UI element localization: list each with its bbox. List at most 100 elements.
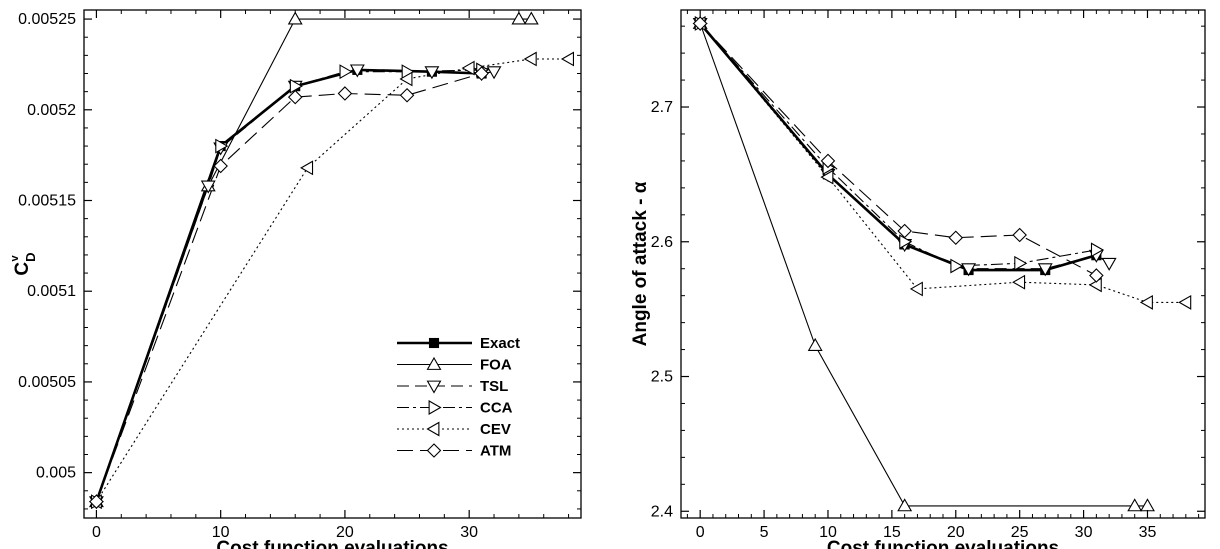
data-point-tsl: [200, 180, 216, 194]
series-line-exact: [95, 68, 482, 503]
x-axis-label: Cost function evaluations: [216, 538, 448, 549]
series-line-atm: [699, 23, 1097, 276]
series-line-tsl: [95, 69, 495, 502]
data-point-atm: [337, 86, 353, 101]
data-point-cev: [560, 51, 575, 67]
data-point-atm: [399, 87, 415, 103]
y-axis-label-main: C: [12, 262, 33, 276]
data-point-atm: [213, 158, 228, 174]
data-point-atm: [820, 153, 836, 169]
data-point-cev: [300, 160, 314, 176]
data-point-cca: [289, 78, 303, 94]
series-layer: [88, 11, 575, 510]
series-line-cca: [95, 69, 482, 502]
data-point-foa: [511, 11, 527, 25]
legend-marker-foa: [426, 356, 442, 370]
data-point-tsl: [1101, 257, 1117, 271]
series-line-exact: [699, 22, 1097, 272]
data-point-tsl: [486, 66, 502, 80]
cd-chart: 0 10 20 30 0.005 0.00505 0.0051 0.00515 0.0052 0.…: [9, 9, 582, 549]
legend-marker-exact: [428, 337, 440, 349]
data-point-atm: [89, 494, 104, 509]
y-tick-label: 2.5: [651, 369, 673, 386]
alpha-chart: 0 5 10 15 20 25 30 35 2.4 2.5 2.6 2.7 Cost function …: [630, 9, 1206, 549]
plot-frame: [680, 9, 1206, 519]
legend-label-atm: ATM: [480, 443, 511, 460]
x-tick-label: 20: [947, 524, 965, 541]
y-axis-label: Angle of attack - α: [630, 181, 651, 346]
y-axis-label-sup: v: [9, 254, 21, 261]
data-point-cev: [1139, 294, 1153, 310]
x-tick-label: 10: [212, 524, 230, 541]
data-point-cev: [399, 71, 413, 87]
data-point-foa: [523, 11, 539, 25]
data-point-tsl: [1037, 263, 1053, 277]
y-tick-label: 2.7: [651, 99, 673, 116]
x-tick-label: 15: [883, 524, 901, 541]
x-tick-label: 0: [696, 524, 705, 541]
data-point-atm: [1089, 268, 1104, 283]
data-point-tsl: [961, 263, 977, 277]
y-tick-label: 0.00515: [18, 193, 76, 210]
y-tick-label: 0.00525: [18, 11, 76, 28]
data-point-cev: [820, 169, 834, 185]
data-point-tsl: [424, 66, 440, 80]
plot-frame: [83, 9, 582, 519]
y-tick-label: 0.0051: [27, 283, 76, 300]
data-point-cca: [1014, 255, 1028, 271]
legend-marker-tsl: [426, 380, 442, 394]
data-point-tsl: [349, 64, 365, 78]
y-axis-label-sub: D: [23, 252, 38, 261]
data-point-atm: [897, 223, 912, 239]
data-point-cev: [523, 51, 537, 67]
series-line-atm: [95, 72, 482, 502]
y-tick-label: 0.005: [36, 465, 76, 482]
x-axis-label: Cost function evaluations: [827, 538, 1059, 549]
legend-marker-cca: [428, 400, 442, 415]
data-point-cev: [1012, 274, 1026, 290]
data-point-atm: [948, 230, 964, 246]
x-tick-label: 30: [460, 524, 478, 541]
data-point-cca: [950, 258, 964, 274]
data-point-cca: [339, 64, 353, 80]
data-point-cca: [1090, 242, 1104, 258]
legend-label-cev: CEV: [480, 421, 511, 438]
data-point-atm: [287, 89, 303, 105]
y-axis-label: CDv: [9, 252, 38, 275]
data-point-foa: [287, 11, 303, 25]
legend-marker-cev: [426, 421, 440, 437]
data-point-atm: [692, 16, 708, 31]
x-tick-label: 10: [819, 524, 837, 541]
data-point-atm: [1012, 227, 1027, 243]
data-point-cev: [461, 60, 475, 76]
y-tick-label: 0.0052: [27, 102, 76, 119]
x-tick-label: 5: [760, 524, 769, 541]
x-tick-label: 35: [1139, 524, 1157, 541]
legend-label-exact: Exact: [480, 335, 520, 352]
data-point-cca: [215, 138, 229, 154]
series-line-cca: [699, 23, 1097, 267]
data-point-foa: [1127, 498, 1143, 512]
y-tick-label: 0.00505: [18, 374, 76, 391]
data-point-foa: [807, 337, 823, 351]
data-point-foa: [1140, 498, 1155, 512]
data-point-foa: [897, 498, 913, 512]
series-line-foa: [95, 18, 532, 502]
data-point-cca: [899, 234, 913, 250]
x-tick-label: 20: [336, 524, 354, 541]
y-tick-label: 2.6: [651, 234, 673, 251]
x-tick-label: 30: [1075, 524, 1093, 541]
legend-label-foa: FOA: [480, 357, 512, 374]
legend-label-tsl: TSL: [480, 378, 508, 395]
y-tick-label: 2.4: [651, 503, 673, 520]
data-point-atm: [474, 66, 489, 81]
series-layer: [692, 15, 1192, 512]
data-point-cev: [1178, 294, 1192, 310]
series-line-cev: [95, 58, 569, 502]
x-tick-label: 0: [92, 524, 101, 541]
legend: Exact FOA TSL CCA CEV ATM: [397, 335, 520, 460]
legend-label-cca: CCA: [480, 400, 513, 417]
data-point-cev: [909, 281, 923, 297]
x-tick-label: 25: [1011, 524, 1029, 541]
